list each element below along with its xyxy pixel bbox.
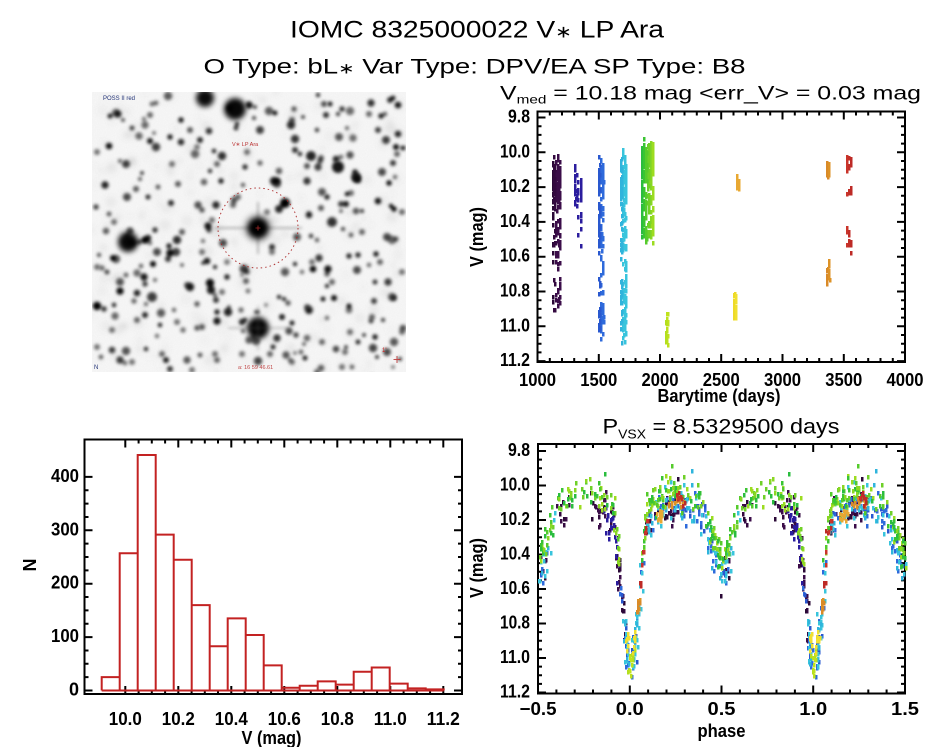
svg-text:10.8: 10.8 <box>500 281 530 301</box>
svg-text:9.8: 9.8 <box>508 107 530 127</box>
svg-text:N: N <box>20 559 40 572</box>
svg-text:10.8: 10.8 <box>500 613 530 633</box>
svg-text:3500: 3500 <box>825 370 862 390</box>
svg-text:100: 100 <box>51 626 79 646</box>
svg-text:11.0: 11.0 <box>500 647 530 667</box>
svg-text:0.0: 0.0 <box>616 699 644 719</box>
svg-text:11.0: 11.0 <box>374 709 407 729</box>
svg-text:Barytime (days): Barytime (days) <box>658 386 781 406</box>
svg-text:10.0: 10.0 <box>500 141 530 161</box>
svg-text:10.6: 10.6 <box>500 578 530 598</box>
svg-text:0.5: 0.5 <box>708 699 736 719</box>
svg-text:11.2: 11.2 <box>427 709 460 729</box>
svg-text:11.0: 11.0 <box>500 315 530 335</box>
svg-text:10.4: 10.4 <box>215 709 248 729</box>
svg-text:2000: 2000 <box>642 370 679 390</box>
svg-text:V (mag): V (mag) <box>242 728 302 747</box>
svg-text:10.4: 10.4 <box>500 211 530 231</box>
svg-text:2500: 2500 <box>703 370 740 390</box>
svg-text:1': 1' <box>382 348 386 354</box>
svg-text:a: 16 59 46.61: a: 16 59 46.61 <box>238 365 273 371</box>
svg-text:10.0: 10.0 <box>500 475 530 495</box>
svg-text:10.0: 10.0 <box>109 709 142 729</box>
svg-text:0: 0 <box>69 680 79 700</box>
svg-text:10.6: 10.6 <box>500 246 530 266</box>
svg-text:4000: 4000 <box>887 370 924 390</box>
svg-text:1000: 1000 <box>519 370 556 390</box>
svg-text:V (mag): V (mag) <box>467 207 487 267</box>
svg-text:3000: 3000 <box>764 370 801 390</box>
svg-text:POSS II red: POSS II red <box>103 96 135 102</box>
svg-text:1.5: 1.5 <box>891 699 919 719</box>
svg-text:1.0: 1.0 <box>799 699 827 719</box>
svg-text:V∗ LP Ara: V∗ LP Ara <box>232 142 259 148</box>
svg-text:200: 200 <box>51 573 79 593</box>
svg-text:10.6: 10.6 <box>268 709 301 729</box>
svg-text:9.8: 9.8 <box>508 440 530 460</box>
svg-text:10.4: 10.4 <box>500 544 530 564</box>
svg-text:10.8: 10.8 <box>321 709 354 729</box>
svg-text:300: 300 <box>51 519 79 539</box>
svg-text:11.2: 11.2 <box>500 350 530 370</box>
svg-text:V (mag): V (mag) <box>467 538 487 598</box>
svg-text:400: 400 <box>51 466 79 486</box>
svg-text:10.2: 10.2 <box>500 509 530 529</box>
svg-text:O Type: bL∗ Var Type: DPV/EA: O Type: bL ∗ Var Type: DPV/EA SP Type: B8 <box>204 56 746 79</box>
svg-text:1500: 1500 <box>580 370 617 390</box>
svg-text:IOMC 8325000022 V∗ LP Ara: IOMC 8325000022 V ∗ LP Ara <box>290 17 665 44</box>
svg-text:10.2: 10.2 <box>500 176 530 196</box>
svg-text:N: N <box>94 365 98 371</box>
svg-text:11.2: 11.2 <box>500 682 530 702</box>
svg-text:10.2: 10.2 <box>162 709 195 729</box>
svg-text:phase: phase <box>698 721 746 741</box>
svg-text:−0.5: −0.5 <box>520 699 557 719</box>
